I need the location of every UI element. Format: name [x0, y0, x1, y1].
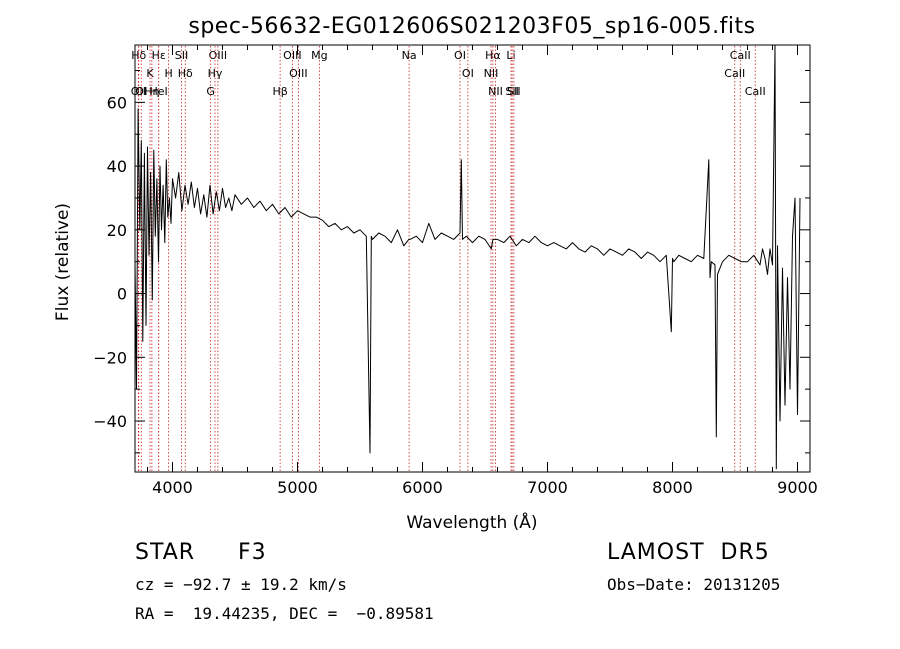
- x-axis-label: Wavelength (Å): [406, 511, 537, 533]
- line-marker-label: SII: [175, 49, 188, 62]
- line-marker-label: NII: [488, 85, 503, 98]
- line-marker-label: Hβ: [272, 85, 287, 98]
- spectrum-line: [134, 44, 801, 470]
- redshift-velocity: cz = −92.7 ± 19.2 km/s: [135, 575, 347, 594]
- line-marker-label: Hδ: [178, 67, 193, 80]
- line-marker-label: Hε: [152, 49, 166, 62]
- sky-coordinates: RA = 19.44235, DEC = −0.89581: [135, 604, 434, 623]
- line-marker-label: SII: [507, 85, 520, 98]
- line-marker-label: Li: [506, 49, 515, 62]
- line-marker-label: OIII: [209, 49, 227, 62]
- line-marker-label: SII: [505, 85, 518, 98]
- line-marker-label: Hα: [485, 49, 501, 62]
- plot-frame: [134, 44, 811, 473]
- y-tick-label: 40: [107, 157, 127, 176]
- survey-name: LAMOST DR5: [607, 540, 770, 565]
- line-marker-label: CaII: [745, 85, 766, 98]
- x-tick-label: 7000: [527, 478, 568, 497]
- x-tick-label: 5000: [277, 478, 318, 497]
- line-marker-label: HeI: [149, 85, 167, 98]
- x-tick-label: 9000: [777, 478, 818, 497]
- chart-title: spec-56632-EG012606S021203F05_sp16-005.f…: [188, 14, 755, 39]
- line-marker-label: OI: [454, 49, 466, 62]
- line-marker-label: CaII: [724, 67, 745, 80]
- x-tick-label: 4000: [152, 478, 193, 497]
- line-marker-label: Hη: [144, 85, 159, 98]
- object-class: STAR: [135, 540, 196, 565]
- line-marker-label: OIII: [289, 67, 307, 80]
- line-marker-label: G: [206, 85, 215, 98]
- y-tick-label: 60: [107, 93, 127, 112]
- line-marker-label: OIII: [283, 49, 301, 62]
- line-marker-label: OI: [462, 67, 474, 80]
- y-axis-label: Flux (relative): [53, 203, 73, 321]
- y-tick-label: 20: [107, 221, 127, 240]
- spectral-subclass: F3: [238, 540, 267, 565]
- line-marker-label: Hδ: [131, 49, 146, 62]
- line-marker-label: H: [164, 67, 172, 80]
- y-tick-label: 0: [117, 285, 127, 304]
- y-tick-label: −20: [93, 348, 127, 367]
- x-tick-label: 6000: [402, 478, 443, 497]
- line-marker-label: Mg: [311, 49, 327, 62]
- line-marker-label: CaII: [730, 49, 751, 62]
- line-marker-label: OI: [135, 85, 147, 98]
- x-tick-label: 8000: [652, 478, 693, 497]
- observation-date: Obs−Date: 20131205: [607, 575, 781, 594]
- y-tick-label: −40: [93, 412, 127, 431]
- line-marker-label: NII: [484, 67, 499, 80]
- spectrum-series: [134, 44, 801, 470]
- line-marker-label: Hγ: [208, 67, 223, 80]
- line-marker-label: K: [146, 67, 154, 80]
- line-marker-label: Na: [402, 49, 417, 62]
- axis-ticks: 4000 5000 6000 7000 8000 9000 −40 −20 0 20 40 60: [93, 45, 818, 497]
